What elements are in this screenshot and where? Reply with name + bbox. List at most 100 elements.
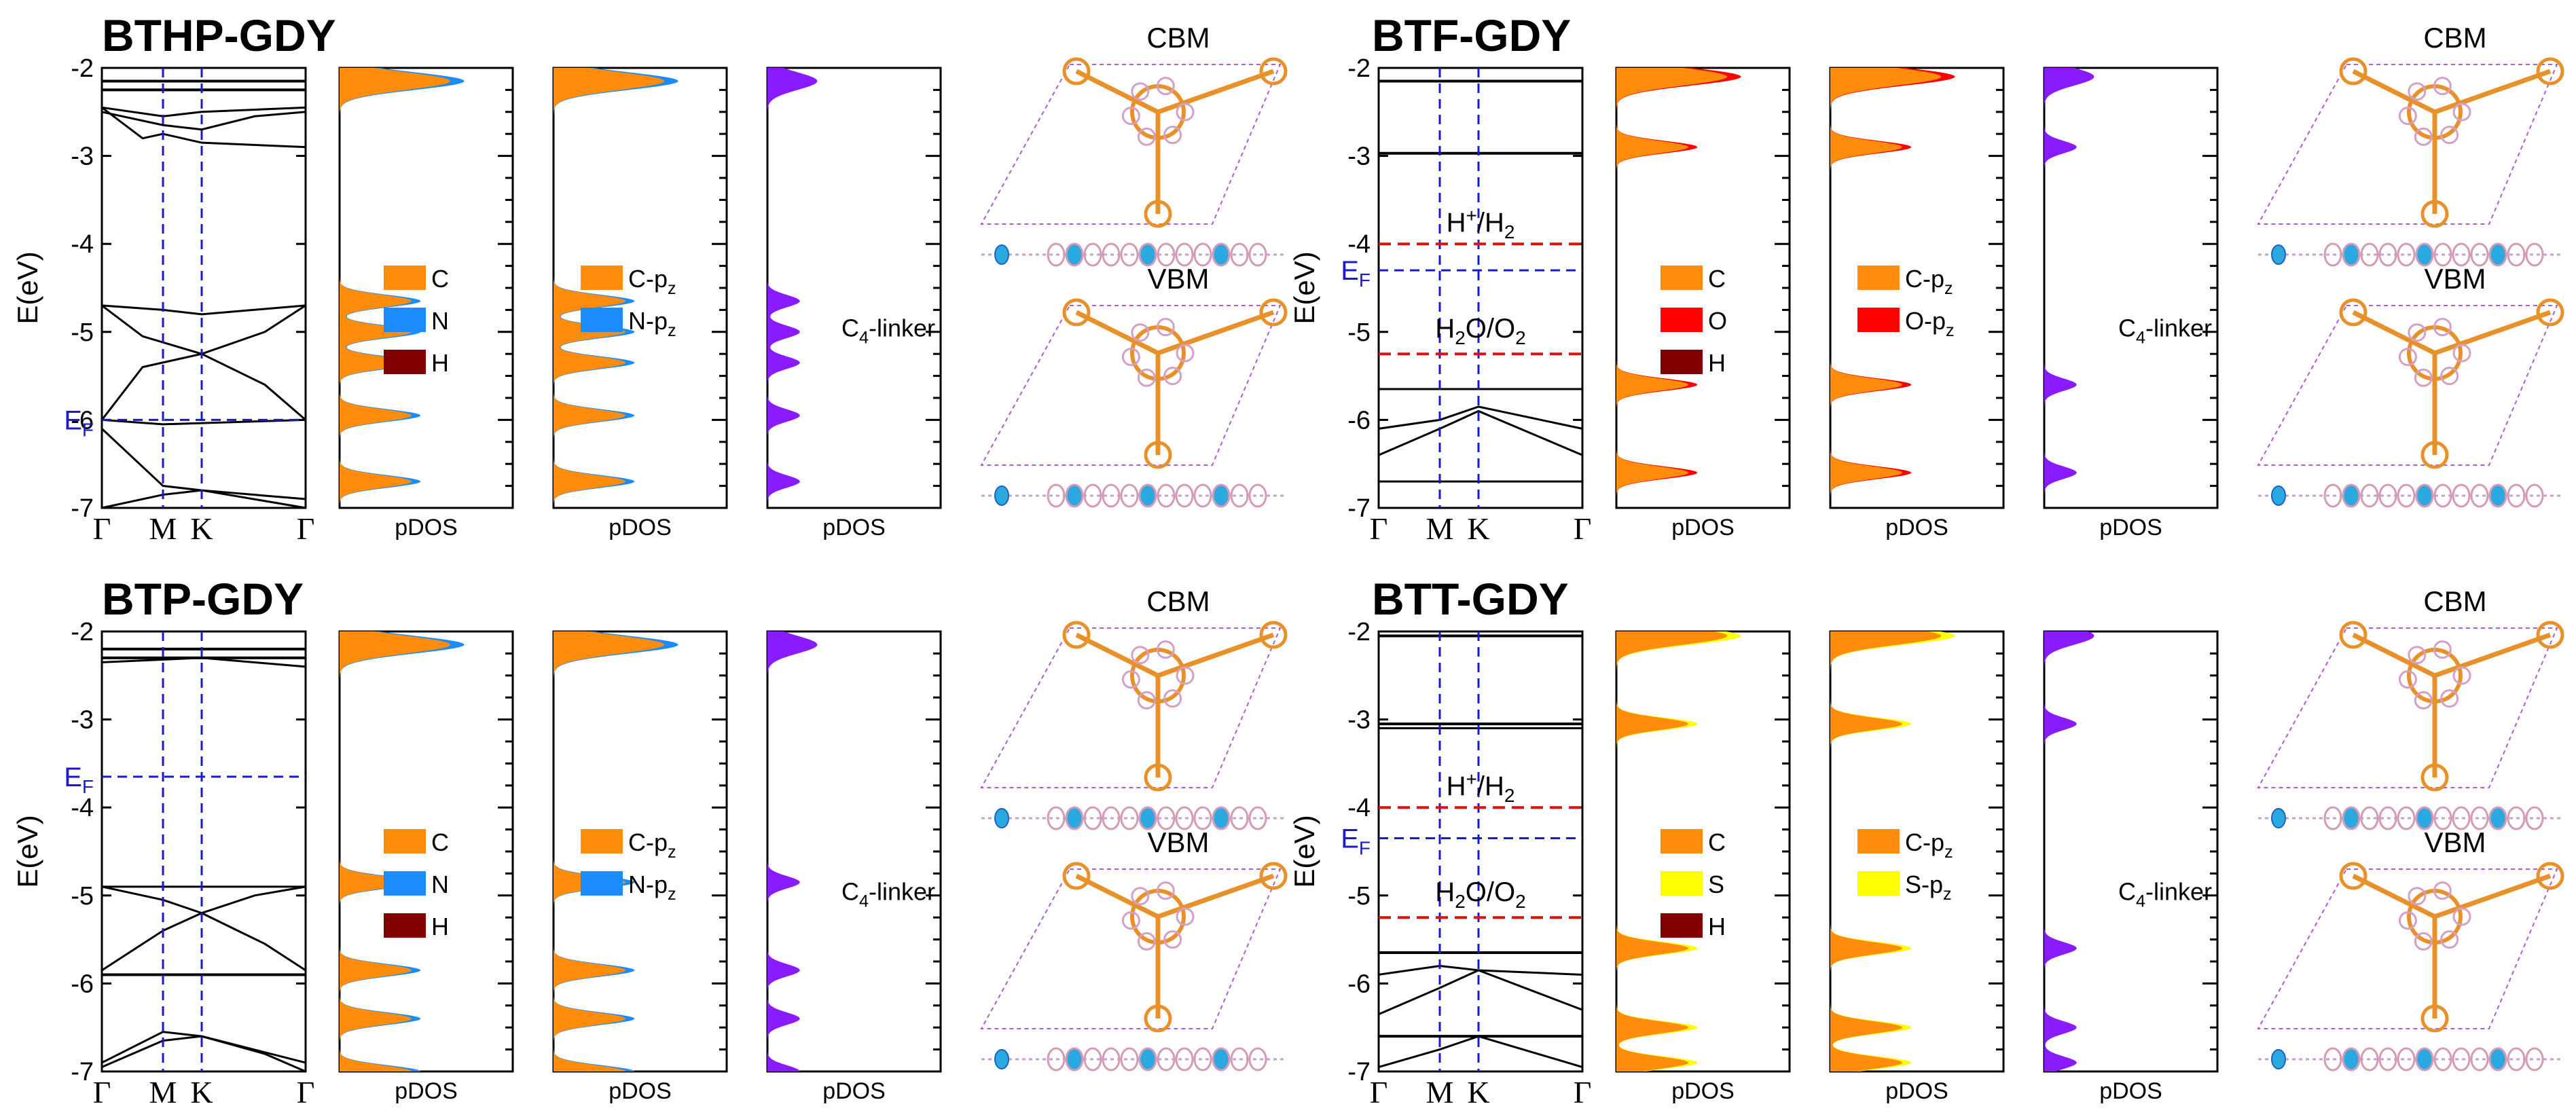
vbm-side-view-orbital: [1193, 1047, 1212, 1071]
cbm-side-view-orbital: [1120, 242, 1139, 267]
legend-label: C-pz: [1905, 828, 1953, 862]
band-curve: [101, 111, 306, 131]
cbm-side-view-orbital: [1230, 242, 1249, 267]
vbm-side-view-orbital: [2488, 483, 2507, 508]
molecule-bond: [1075, 310, 1159, 356]
pdos-area-carbon: [1830, 631, 1942, 1071]
cbm-side-view-orbital: [1157, 242, 1176, 267]
redox-level-o-label-part: 2: [1515, 327, 1526, 348]
orbital-lobe: [1137, 127, 1156, 146]
cbm-side-view-orbital: [2415, 806, 2434, 830]
cbm-side-view-orbital: [2525, 242, 2544, 267]
linker-label-part: 4: [2136, 328, 2145, 347]
legend-label: H: [431, 913, 449, 940]
cbm-side-view-orbital: [2525, 806, 2544, 830]
legend-swatch: [1857, 871, 1900, 896]
orbital-lobe: [1156, 77, 1175, 96]
legend-label-part: C-p: [628, 828, 668, 856]
cbm-side-view-orbital: [2488, 806, 2507, 830]
molecule-ring: [2339, 621, 2368, 649]
fermi-level-label-part: F: [82, 419, 94, 440]
band-panel-frame: [1377, 630, 1584, 1073]
legend-swatch: [1857, 308, 1900, 333]
molecule-bond: [2352, 310, 2436, 356]
vbm-molecule: [1062, 298, 1288, 469]
legend-label-part: N-p: [628, 870, 668, 898]
kpoint-label: Γ: [1370, 1075, 1388, 1109]
legend-label-part: z: [668, 279, 676, 298]
kpoint-label: K: [190, 1075, 213, 1109]
molecule-ring: [1259, 862, 1288, 890]
vbm-side-view-orbital: [2433, 483, 2452, 508]
linker-label: C4-linker: [841, 877, 935, 911]
legend-swatch: [384, 350, 426, 375]
pdos-panel-frame: [2043, 67, 2219, 509]
kpoint-label: Γ: [1370, 511, 1388, 546]
orbital-lobe: [2452, 666, 2471, 685]
vbm-side-view-end: [2271, 485, 2286, 506]
legend-label: N: [431, 307, 449, 335]
orbital-lobe: [2452, 907, 2471, 926]
vbm-side-view-orbital: [1102, 483, 1121, 508]
cbm-side-view-orbital: [2433, 242, 2452, 267]
band-panel-frame: [101, 630, 307, 1073]
cbm-side-view-orbital: [2470, 242, 2489, 267]
legend-label: C: [431, 265, 449, 293]
orbital-lobe: [2398, 670, 2417, 689]
legend-label-part: z: [1946, 321, 1955, 340]
molecule-ring: [2339, 298, 2368, 327]
vbm-label: VBM: [1147, 263, 1209, 295]
vbm-side-view-orbital: [1175, 483, 1194, 508]
orbital-lobe: [2452, 103, 2471, 122]
molecule-bond: [1157, 310, 1275, 356]
pdos-area-carbon: [1616, 631, 1728, 1071]
cbm-side-view-end: [2271, 808, 2286, 828]
pdos-xlabel: pDOS: [1885, 1078, 1948, 1104]
legend-swatch: [1661, 265, 1703, 291]
legend-label: C: [431, 828, 449, 856]
vbm-cell: [2257, 868, 2558, 1029]
legend-label-part: z: [668, 885, 676, 904]
cbm-label: CBM: [1146, 585, 1210, 617]
orbital-lobe: [1156, 881, 1175, 900]
cbm-side-view-orbital: [1193, 242, 1212, 267]
vbm-side-view-orbital: [1083, 1047, 1102, 1071]
pdos-area-carbon: [554, 631, 665, 1071]
molecule-bond: [1157, 69, 1275, 115]
redox-level-h-label-part: +: [1466, 205, 1476, 226]
band-curve: [1378, 409, 1583, 456]
y-tick-label: -4: [1347, 230, 1371, 259]
band-curve: [101, 885, 306, 915]
band-curve: [101, 657, 306, 668]
cbm-side-view-orbital: [1230, 806, 1249, 830]
vbm-side-view-orbital: [1248, 1047, 1267, 1071]
vbm-side-view-orbital: [2360, 483, 2379, 508]
pdos-panel-frame: [1615, 630, 1791, 1073]
orbital-lobe: [2433, 318, 2452, 337]
vbm-side-view-orbital: [1212, 1047, 1231, 1071]
vbm-side-view-orbital: [1230, 1047, 1249, 1071]
y-axis-label: E(eV): [12, 251, 43, 324]
vbm-side-view-orbital: [1193, 483, 1212, 508]
band-panel-frame: [1377, 67, 1584, 509]
vbm-side-view-orbital: [1175, 1047, 1194, 1071]
redox-level-h-label-part: +: [1466, 769, 1476, 790]
fermi-level-label: EF: [64, 763, 94, 797]
orbital-lobe: [2440, 126, 2459, 145]
redox-level-h-label-part: H: [1447, 208, 1466, 238]
fermi-level-label-part: F: [82, 776, 94, 797]
vbm-side-view-end: [994, 485, 1009, 506]
vbm-side-view-orbital: [2342, 483, 2361, 508]
cbm-molecule: [1062, 57, 1288, 228]
pdos-area-secondary: [340, 68, 465, 508]
y-tick-label: -4: [1347, 794, 1371, 822]
redox-level-h-label-part: H: [1447, 771, 1466, 801]
cbm-label: CBM: [1146, 22, 1210, 54]
vbm-side-view-orbital: [1120, 1047, 1139, 1071]
y-tick-label: -7: [71, 494, 94, 523]
fermi-level-label-part: E: [1341, 824, 1359, 854]
vbm-side-view-orbital: [2360, 1047, 2379, 1071]
y-tick-label: -3: [1347, 706, 1371, 735]
y-tick-label: -7: [1347, 1058, 1371, 1086]
band-curve: [101, 418, 306, 426]
